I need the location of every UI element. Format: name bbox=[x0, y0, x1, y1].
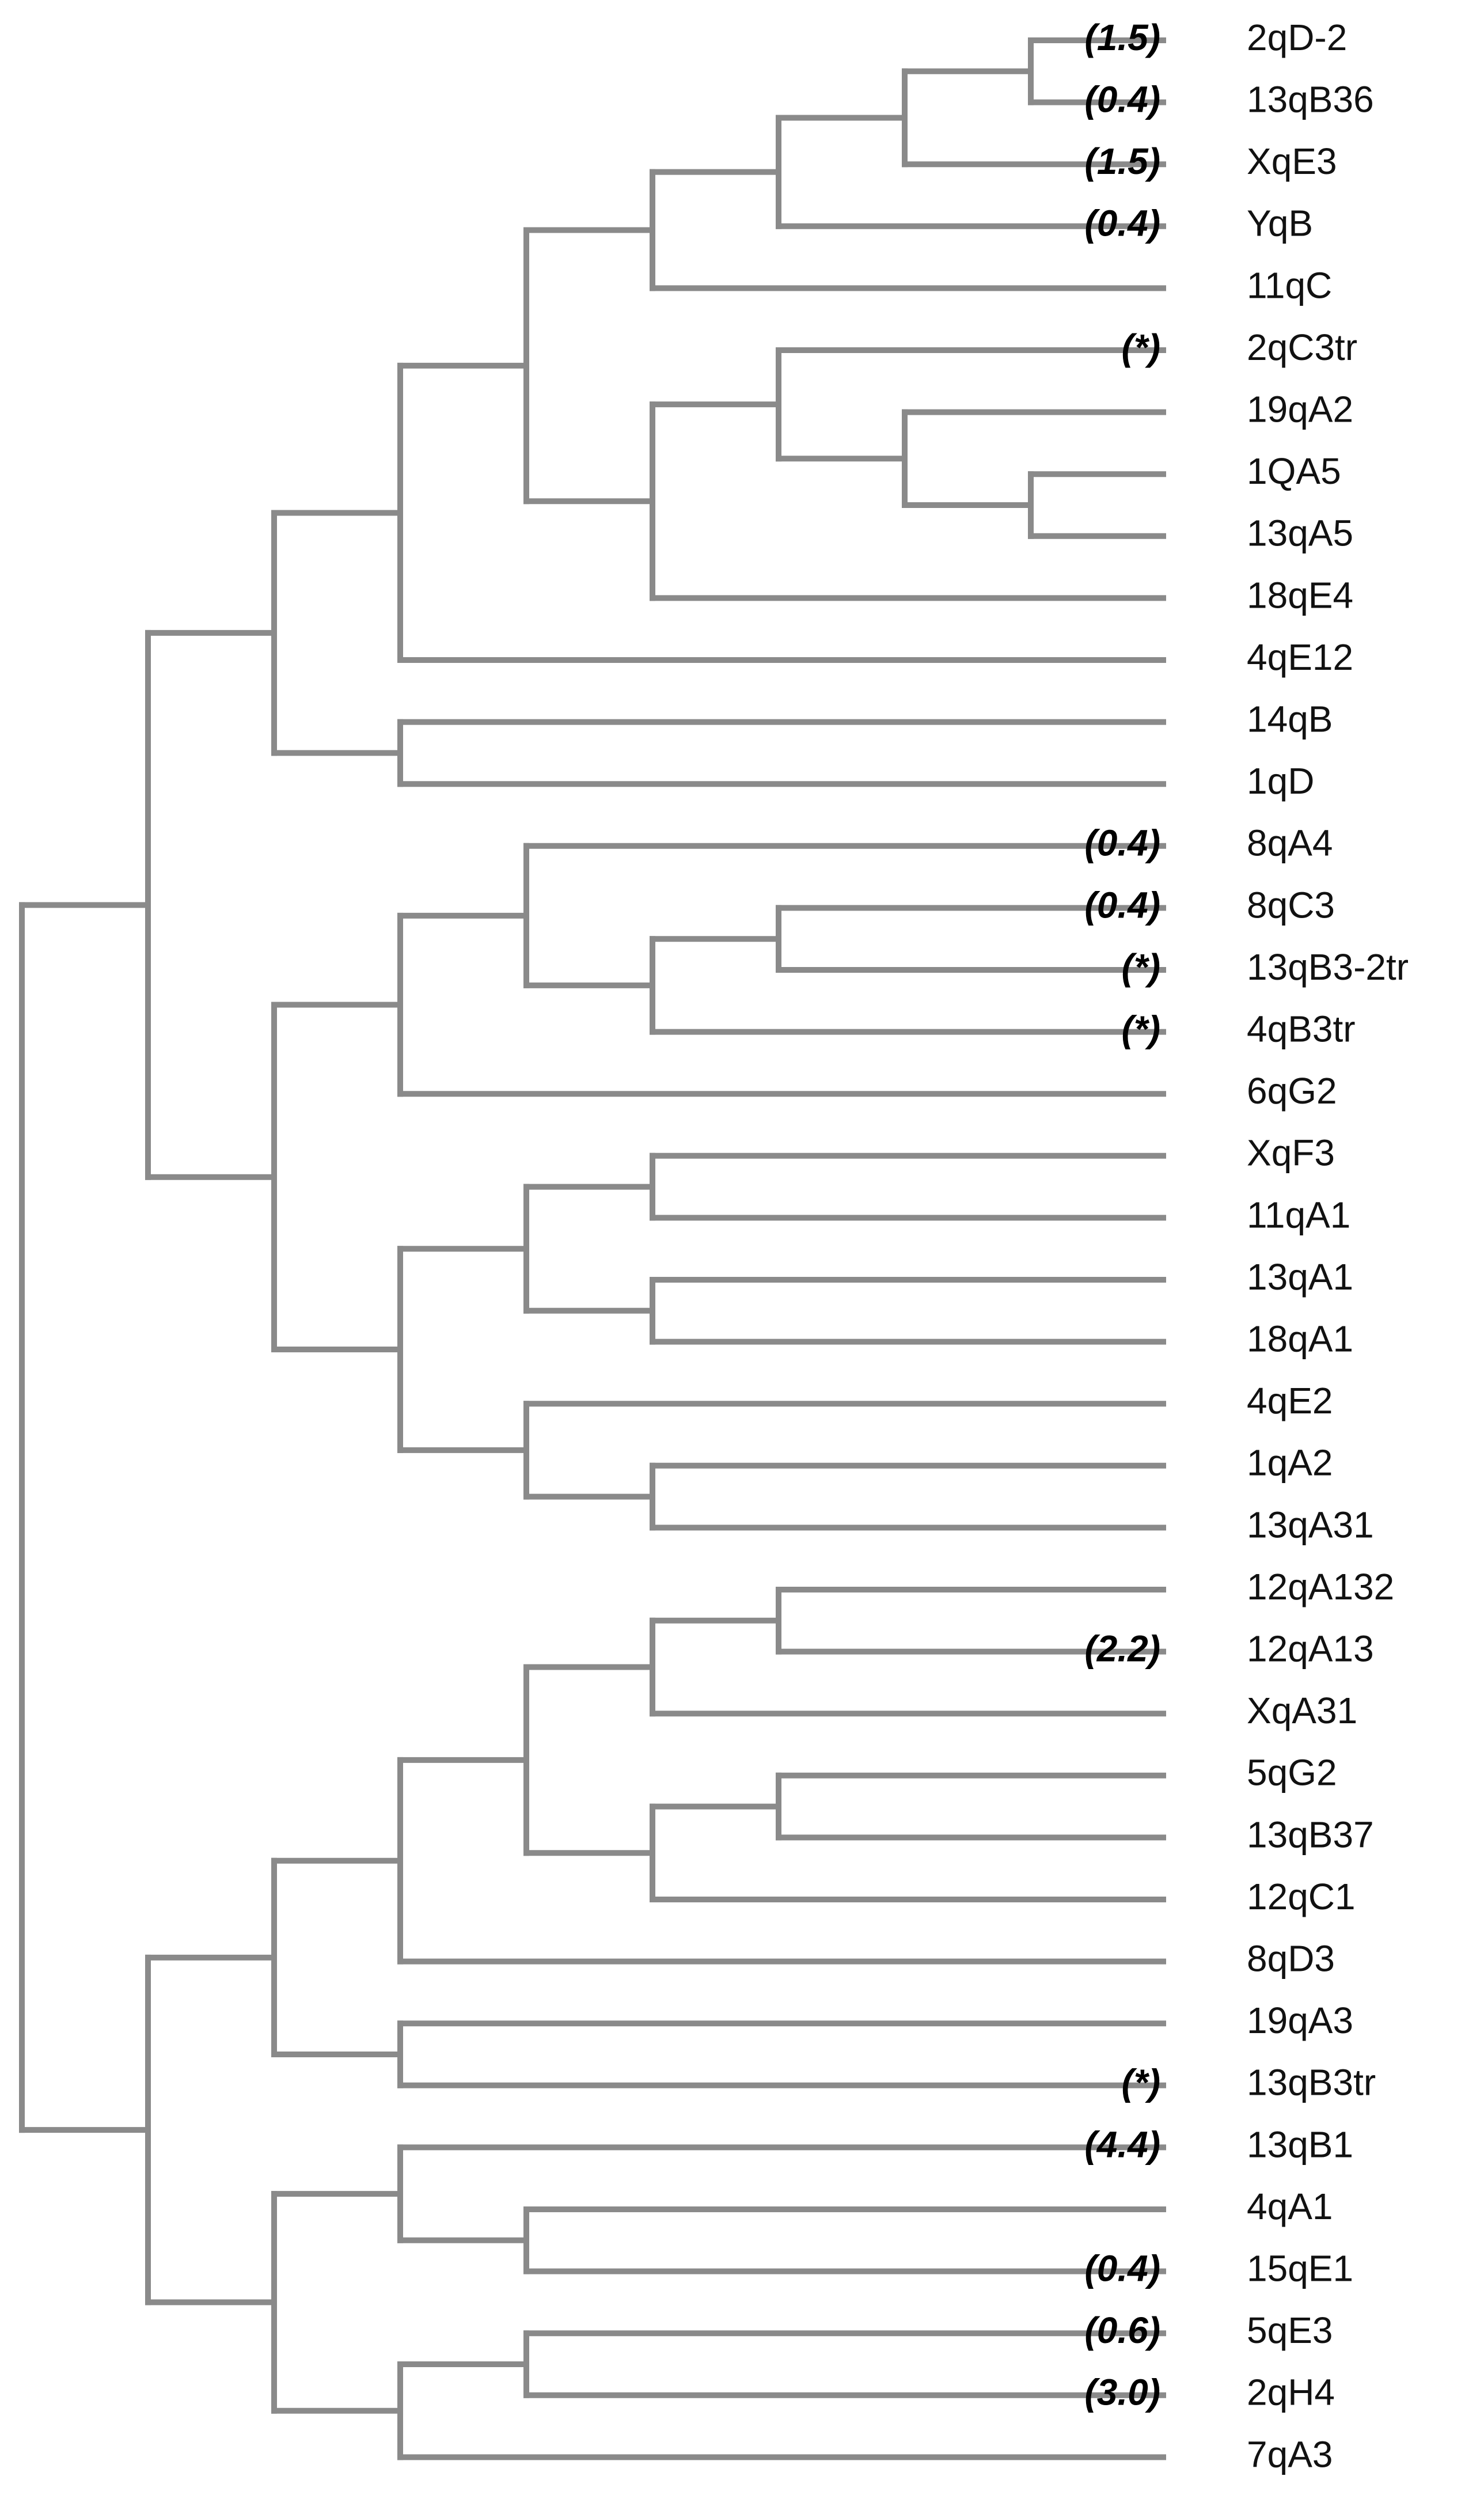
leaf-label: 12qA13 bbox=[1247, 1628, 1374, 1670]
leaf-label: XqA31 bbox=[1247, 1690, 1357, 1731]
leaf-label: 11qA1 bbox=[1247, 1194, 1350, 1235]
leaf-label: 4qA1 bbox=[1247, 2186, 1333, 2227]
leaf-label: 1qD bbox=[1247, 760, 1314, 802]
leaf-label: 14qB bbox=[1247, 699, 1333, 740]
leaf-value: (4.4) bbox=[1084, 2124, 1160, 2165]
leaf-label: 2qD-2 bbox=[1247, 17, 1347, 58]
leaf-label: 8qD3 bbox=[1247, 1938, 1335, 1980]
leaf-label: 2qH4 bbox=[1247, 2372, 1335, 2413]
leaf-label: 2qC3tr bbox=[1247, 327, 1357, 368]
leaf-value: (*) bbox=[1121, 327, 1160, 368]
leaf-label: 6qG2 bbox=[1247, 1070, 1337, 1112]
leaf-label: 18qA1 bbox=[1247, 1318, 1353, 1360]
leaf-labels: 2qD-2 (1.5) 13qB36 (0.4) XqE3 (1.5) YqB (0.4) 11… bbox=[1084, 17, 1409, 2475]
leaf-label: 19qA2 bbox=[1247, 389, 1353, 430]
leaf-value: (*) bbox=[1121, 2062, 1160, 2103]
leaf-label: 13qA5 bbox=[1247, 513, 1353, 554]
leaf-value: (2.2) bbox=[1084, 1628, 1160, 1670]
leaf-value: (0.4) bbox=[1084, 2248, 1160, 2289]
leaf-label: 19qA3 bbox=[1247, 2000, 1353, 2041]
leaf-label: 4qB3tr bbox=[1247, 1008, 1356, 1050]
leaf-value: (0.4) bbox=[1084, 884, 1160, 926]
leaf-label: 12qA132 bbox=[1247, 1566, 1394, 1607]
leaf-label: 4qE2 bbox=[1247, 1380, 1333, 1421]
leaf-value: (1.5) bbox=[1084, 141, 1160, 182]
leaf-value: (0.4) bbox=[1084, 79, 1160, 120]
leaf-label: 8qC3 bbox=[1247, 884, 1335, 926]
leaf-value: (*) bbox=[1121, 946, 1160, 988]
leaf-label: 13qB3-2tr bbox=[1247, 946, 1409, 988]
leaf-label: XqE3 bbox=[1247, 141, 1337, 182]
leaf-value: (0.4) bbox=[1084, 203, 1160, 244]
leaf-label: YqB bbox=[1247, 203, 1313, 244]
leaf-value: (0.6) bbox=[1084, 2310, 1160, 2351]
leaf-label: 13qB1 bbox=[1247, 2124, 1353, 2165]
leaf-label: XqF3 bbox=[1247, 1132, 1335, 1174]
leaf-label: 13qB37 bbox=[1247, 1814, 1374, 1855]
leaf-label: 4qE12 bbox=[1247, 636, 1353, 678]
leaf-label: 5qG2 bbox=[1247, 1752, 1337, 1793]
leaf-label: 1QA5 bbox=[1247, 450, 1341, 492]
leaf-label: 5qE3 bbox=[1247, 2310, 1333, 2351]
leaf-label: 13qB36 bbox=[1247, 79, 1374, 120]
leaf-label: 1qA2 bbox=[1247, 1442, 1333, 1484]
leaf-label: 13qA1 bbox=[1247, 1256, 1353, 1298]
dendrogram-branches bbox=[19, 37, 1166, 2460]
leaf-value: (0.4) bbox=[1084, 822, 1160, 864]
leaf-label: 12qC1 bbox=[1247, 1876, 1356, 1917]
leaf-label: 13qA31 bbox=[1247, 1504, 1374, 1545]
leaf-label: 18qE4 bbox=[1247, 574, 1353, 616]
leaf-value: (3.0) bbox=[1084, 2372, 1160, 2413]
leaf-label: 8qA4 bbox=[1247, 822, 1333, 864]
leaf-value: (*) bbox=[1121, 1008, 1160, 1050]
leaf-label: 7qA3 bbox=[1247, 2433, 1333, 2475]
leaf-label: 13qB3tr bbox=[1247, 2062, 1376, 2103]
leaf-label: 11qC bbox=[1247, 264, 1332, 306]
leaf-label: 15qE1 bbox=[1247, 2248, 1353, 2289]
leaf-value: (1.5) bbox=[1084, 17, 1160, 58]
